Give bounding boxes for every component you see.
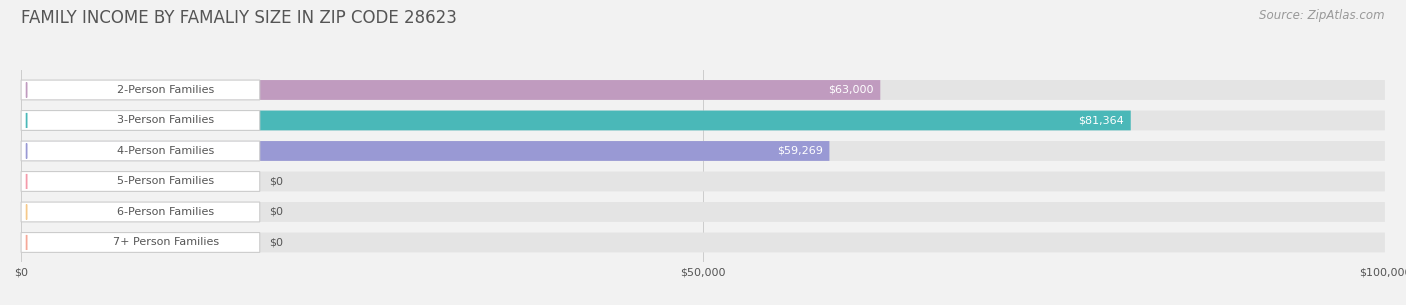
FancyBboxPatch shape	[21, 111, 260, 131]
FancyBboxPatch shape	[21, 232, 260, 253]
Text: $0: $0	[270, 177, 283, 186]
FancyBboxPatch shape	[21, 202, 260, 222]
Text: $0: $0	[270, 238, 283, 247]
Text: 5-Person Families: 5-Person Families	[117, 177, 214, 186]
Text: $81,364: $81,364	[1078, 116, 1123, 125]
Text: $63,000: $63,000	[828, 85, 873, 95]
FancyBboxPatch shape	[21, 202, 1385, 222]
Text: $0: $0	[270, 207, 283, 217]
FancyBboxPatch shape	[21, 111, 1130, 131]
FancyBboxPatch shape	[21, 141, 830, 161]
Text: FAMILY INCOME BY FAMALIY SIZE IN ZIP CODE 28623: FAMILY INCOME BY FAMALIY SIZE IN ZIP COD…	[21, 9, 457, 27]
Text: 7+ Person Families: 7+ Person Families	[112, 238, 219, 247]
FancyBboxPatch shape	[21, 111, 1385, 131]
FancyBboxPatch shape	[21, 171, 1385, 192]
FancyBboxPatch shape	[21, 141, 1385, 161]
FancyBboxPatch shape	[21, 171, 260, 192]
FancyBboxPatch shape	[21, 232, 1385, 253]
FancyBboxPatch shape	[21, 80, 880, 100]
Text: 4-Person Families: 4-Person Families	[117, 146, 214, 156]
FancyBboxPatch shape	[21, 80, 1385, 100]
Text: 3-Person Families: 3-Person Families	[117, 116, 214, 125]
FancyBboxPatch shape	[21, 80, 260, 100]
Text: $59,269: $59,269	[776, 146, 823, 156]
FancyBboxPatch shape	[21, 141, 260, 161]
Text: 2-Person Families: 2-Person Families	[117, 85, 214, 95]
Text: Source: ZipAtlas.com: Source: ZipAtlas.com	[1260, 9, 1385, 22]
Text: 6-Person Families: 6-Person Families	[117, 207, 214, 217]
